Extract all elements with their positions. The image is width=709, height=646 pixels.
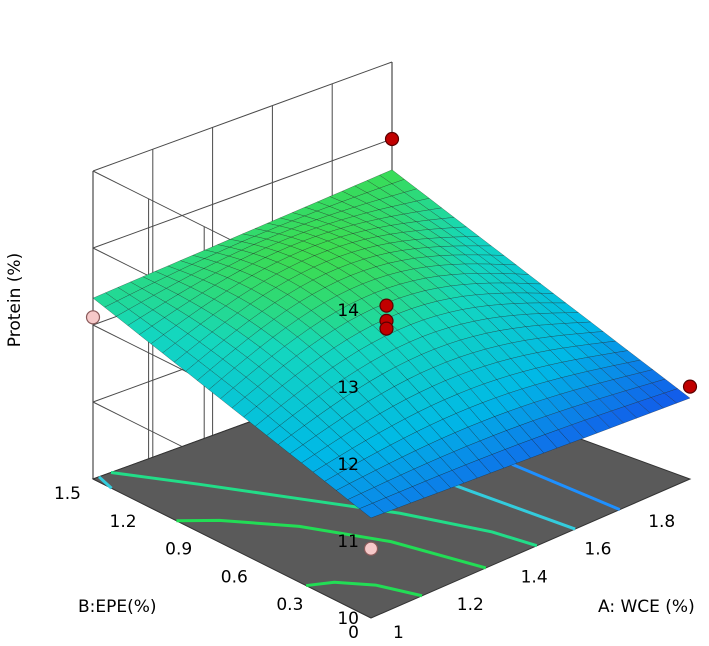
right-wall-gridline <box>92 138 393 249</box>
design-point <box>363 541 379 556</box>
y-tick-label: 0.6 <box>221 567 248 587</box>
contour-line <box>305 580 423 598</box>
x-tick-label: 1.2 <box>457 595 484 615</box>
response-surface <box>92 169 691 519</box>
x-tick-label: 1.8 <box>648 512 675 532</box>
y-tick-label: 0.3 <box>276 595 303 615</box>
design-point <box>682 379 698 394</box>
design-points <box>85 131 698 556</box>
y-tick-label: 0 <box>348 623 359 643</box>
x-tick-label: 1.6 <box>584 540 611 560</box>
z-axis-label: Protein (%) <box>5 253 25 347</box>
y-tick-label: 1.2 <box>110 512 137 532</box>
contour-line <box>110 470 538 548</box>
right-wall-gridline <box>92 61 393 172</box>
y-axis-label: B:EPE(%) <box>78 597 157 617</box>
design-point <box>379 321 394 336</box>
z-tick-label: 14 <box>337 301 359 321</box>
design-point <box>384 131 400 147</box>
surface-cell <box>359 502 385 519</box>
z-tick-label: 10 <box>337 609 359 629</box>
design-point <box>85 310 101 325</box>
z-tick-label: 12 <box>337 455 359 475</box>
contour-line <box>97 475 113 490</box>
x-tick-label: 1 <box>393 623 404 643</box>
contour-line <box>176 518 487 570</box>
y-tick-label: 1.5 <box>54 484 81 504</box>
x-axis-label: A: WCE (%) <box>598 597 695 617</box>
y-tick-label: 0.9 <box>165 540 192 560</box>
design-point <box>379 298 394 313</box>
z-tick-label: 11 <box>337 532 359 552</box>
z-tick-label: 13 <box>337 378 359 398</box>
x-tick-label: 1.4 <box>521 567 548 587</box>
